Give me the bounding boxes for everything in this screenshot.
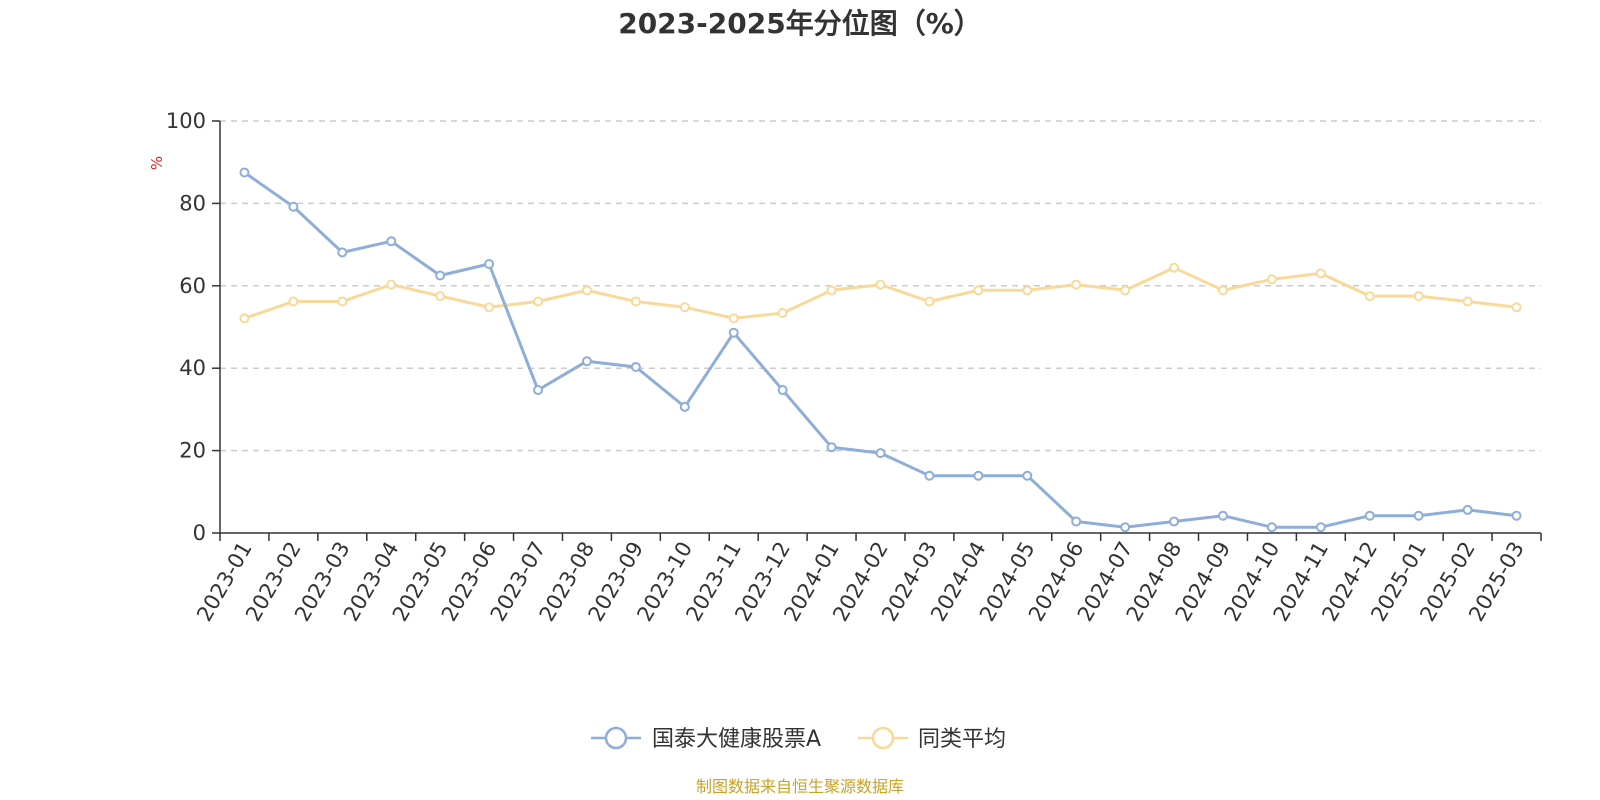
legend-label-category-average: 同类平均 [918,727,1006,752]
series-line-fund [243,171,1517,529]
y-tick-label: 0 [193,521,206,545]
data-point-category-average[interactable] [337,296,348,307]
y-tick-label: 20 [179,439,206,463]
data-point-fund[interactable] [630,361,641,372]
legend: 国泰大健康股票A 同类平均 [591,726,1006,752]
data-point-fund[interactable] [679,401,690,412]
data-point-fund[interactable] [1071,516,1082,527]
data-point-category-average[interactable] [973,285,984,296]
series-lines [239,167,1522,533]
data-point-category-average[interactable] [728,313,739,324]
legend-item-fund[interactable]: 国泰大健康股票A [591,726,821,752]
data-point-fund[interactable] [337,247,348,258]
y-tick-label: 100 [166,109,206,133]
data-point-category-average[interactable] [1022,285,1033,296]
data-point-category-average[interactable] [924,296,935,307]
data-point-fund[interactable] [728,327,739,338]
data-point-category-average[interactable] [484,302,495,313]
y-tick-label: 60 [179,274,206,298]
y-tick-label: 40 [179,356,206,380]
data-point-fund[interactable] [581,356,592,367]
chart-title: 2023-2025年分位图（%） [618,7,982,40]
data-point-category-average[interactable] [875,279,886,290]
legend-marker-category-average [871,726,895,750]
data-point-fund[interactable] [973,470,984,481]
data-point-category-average[interactable] [386,279,397,290]
data-point-category-average[interactable] [1462,296,1473,307]
data-point-category-average[interactable] [1071,279,1082,290]
data-point-fund[interactable] [826,442,837,453]
data-point-fund[interactable] [1364,510,1375,521]
data-point-fund[interactable] [484,258,495,269]
data-point-fund[interactable] [1511,510,1522,521]
data-source-note: 制图数据来自恒生聚源数据库 [696,777,904,796]
data-point-fund[interactable] [386,236,397,247]
data-point-category-average[interactable] [533,296,544,307]
data-point-category-average[interactable] [1169,262,1180,273]
data-point-fund[interactable] [1022,470,1033,481]
data-point-fund[interactable] [1413,510,1424,521]
data-point-fund[interactable] [1217,510,1228,521]
data-point-fund[interactable] [288,201,299,212]
data-point-fund[interactable] [777,385,788,396]
data-point-fund[interactable] [239,167,250,178]
y-axis-unit: % [148,156,166,170]
data-point-category-average[interactable] [1364,291,1375,302]
data-point-category-average[interactable] [826,285,837,296]
data-point-fund[interactable] [1462,504,1473,515]
y-tick-label: 80 [179,191,206,215]
data-point-fund[interactable] [1169,516,1180,527]
data-point-category-average[interactable] [1511,302,1522,313]
data-point-fund[interactable] [924,470,935,481]
data-point-fund[interactable] [533,385,544,396]
data-point-fund[interactable] [1266,522,1277,533]
x-axis: 2023-012023-022023-032023-042023-052023-… [192,532,1542,625]
data-point-category-average[interactable] [1315,268,1326,279]
legend-marker-fund [604,726,628,750]
data-point-category-average[interactable] [435,291,446,302]
data-point-category-average[interactable] [1217,285,1228,296]
data-point-fund[interactable] [875,448,886,459]
data-point-category-average[interactable] [288,296,299,307]
legend-label-fund: 国泰大健康股票A [652,727,821,752]
data-point-category-average[interactable] [777,307,788,318]
data-point-category-average[interactable] [1266,274,1277,285]
data-point-fund[interactable] [1315,522,1326,533]
data-point-category-average[interactable] [630,296,641,307]
data-point-fund[interactable] [1120,522,1131,533]
data-point-category-average[interactable] [679,302,690,313]
data-point-category-average[interactable] [1413,291,1424,302]
data-point-category-average[interactable] [1120,285,1131,296]
data-point-fund[interactable] [435,270,446,281]
legend-item-category-average[interactable]: 同类平均 [858,726,1006,752]
data-point-category-average[interactable] [239,313,250,324]
data-point-category-average[interactable] [581,285,592,296]
y-axis: 0 20 40 60 80 100 [166,109,221,545]
